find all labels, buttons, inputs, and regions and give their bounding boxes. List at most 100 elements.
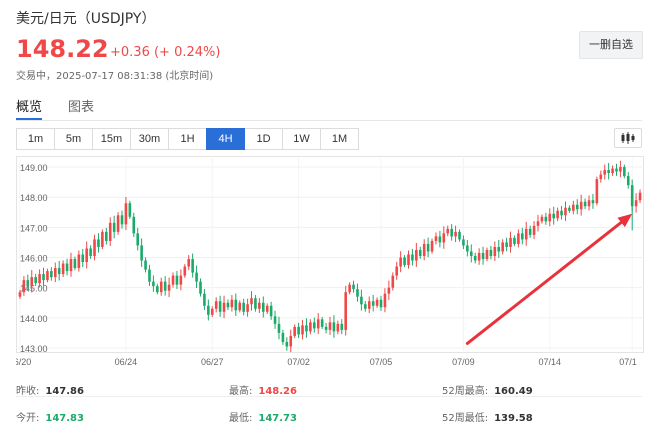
remove-watchlist-button[interactable]: 一删自选 <box>579 31 643 59</box>
candle-body <box>132 216 136 234</box>
stat-value: 160.49 <box>494 386 533 397</box>
candle-body <box>407 254 410 266</box>
candle-body <box>93 239 96 257</box>
candle-body <box>159 281 163 293</box>
tab-overview[interactable]: 概览 <box>16 100 43 115</box>
candle-body <box>415 249 418 261</box>
candle-body <box>328 322 332 330</box>
y-tick-label: 147.00 <box>20 223 48 233</box>
period-4h[interactable]: 4H <box>206 128 245 150</box>
candle-body <box>587 200 591 207</box>
candle-body <box>320 319 324 327</box>
candle-body <box>364 304 367 309</box>
candle-body <box>426 243 430 252</box>
candle-body <box>30 277 34 287</box>
candle-body <box>38 274 41 284</box>
candle-body <box>148 269 151 282</box>
candle-body <box>156 286 159 293</box>
candle-body <box>183 266 187 276</box>
candle-body <box>128 203 132 217</box>
price-chart[interactable]: 149.00 148.00 147.00 146.00 145.00 144.00 143.… <box>16 156 644 368</box>
x-tick-label: 07/1 <box>619 357 637 367</box>
x-tick-label: 07/02 <box>287 357 310 367</box>
stat-high: 最高: 148.26 <box>229 382 297 397</box>
candle-body <box>258 302 261 309</box>
candle-body <box>336 323 340 332</box>
period-15m[interactable]: 15m <box>92 128 131 150</box>
candle-body <box>501 242 504 252</box>
quote-stats: 昨收: 147.86 最高: 148.26 52周最高: 160.49 今开: 147.… <box>16 376 646 430</box>
stat-label: 52周最低: <box>442 413 489 424</box>
y-tick-label: 144.00 <box>20 314 48 324</box>
candle-body <box>120 215 124 225</box>
stat-open: 今开: 147.83 <box>16 409 84 424</box>
period-1m[interactable]: 1m <box>16 128 55 150</box>
candle-body <box>497 246 501 252</box>
candle-body <box>152 281 155 287</box>
candle-body <box>73 259 77 269</box>
tab-chart[interactable]: 图表 <box>68 100 95 115</box>
candle-body <box>144 260 147 270</box>
candle-body <box>140 245 143 261</box>
trend-arrow-shaft <box>465 220 623 345</box>
stat-prev-close: 昨收: 147.86 <box>16 382 84 397</box>
trading-status: 交易中，2025-07-17 08:31:38 (北京时间) <box>16 71 214 82</box>
candle-body <box>434 236 438 241</box>
candle-body <box>81 254 85 263</box>
candle-body <box>112 222 116 232</box>
x-tick-label: 07/14 <box>539 357 562 367</box>
candle-body <box>524 228 528 240</box>
candle-body <box>481 252 485 260</box>
candle-body <box>418 249 422 257</box>
candle-body <box>375 299 379 306</box>
tabs-divider <box>16 120 642 121</box>
x-tick-label: 06/20 <box>16 357 31 367</box>
candle-body <box>473 256 477 261</box>
candle-body <box>218 301 222 312</box>
candle-body <box>528 228 532 235</box>
candle-body <box>34 277 37 284</box>
stat-value: 147.86 <box>45 386 84 397</box>
stat-label: 最低: <box>229 413 253 424</box>
period-5m[interactable]: 5m <box>54 128 93 150</box>
candle-body <box>163 281 167 291</box>
x-tick-label: 06/24 <box>115 357 138 367</box>
x-tick-label: 07/05 <box>370 357 393 367</box>
chart-type-button[interactable] <box>614 128 642 148</box>
candle-body <box>493 246 497 257</box>
candle-body <box>175 275 179 285</box>
candle-body <box>564 207 567 216</box>
candle-body <box>105 231 108 241</box>
candle-body <box>367 301 371 309</box>
candle-body <box>399 257 402 267</box>
candle-body <box>454 231 457 237</box>
candle-body <box>230 299 234 308</box>
candle-body <box>572 204 575 211</box>
period-30m[interactable]: 30m <box>130 128 169 150</box>
candle-body <box>210 308 214 315</box>
y-axis-labels: 149.00 148.00 147.00 146.00 145.00 144.00 143.… <box>20 163 48 354</box>
candle-body <box>438 236 442 243</box>
candle-body <box>489 249 493 257</box>
period-1d[interactable]: 1D <box>244 128 283 150</box>
period-1mo[interactable]: 1M <box>320 128 359 150</box>
period-1w[interactable]: 1W <box>282 128 321 150</box>
candle-body <box>595 179 599 204</box>
candle-body <box>458 231 461 240</box>
candle-body <box>18 292 22 297</box>
period-1h[interactable]: 1H <box>168 128 207 150</box>
candle-body <box>583 201 587 207</box>
candle-body <box>548 213 552 222</box>
x-tick-label: 06/27 <box>201 357 224 367</box>
candle-body <box>289 335 293 347</box>
active-tab-indicator <box>16 118 42 120</box>
candle-body <box>619 167 622 172</box>
candle-body <box>50 271 53 278</box>
candle-body <box>371 301 375 306</box>
x-axis-labels: 06/20 06/24 06/27 07/02 07/05 07/09 07/14 07/1 <box>16 357 637 367</box>
stat-label: 52周最高: <box>442 386 489 397</box>
y-tick-label: 149.00 <box>20 163 48 173</box>
candle-body <box>171 275 175 285</box>
candle-body <box>22 280 26 293</box>
candle-body <box>607 170 610 174</box>
